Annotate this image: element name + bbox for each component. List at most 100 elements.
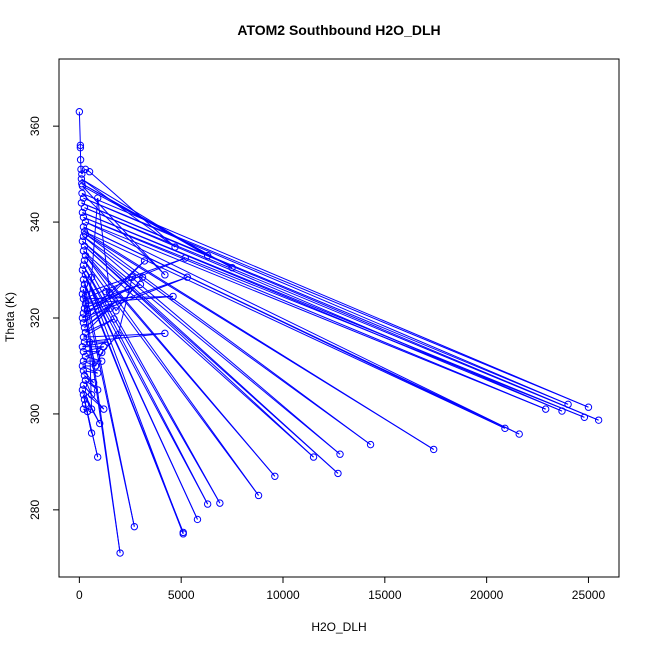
data-point bbox=[501, 424, 509, 433]
data-point bbox=[79, 232, 88, 241]
series-segment bbox=[82, 257, 186, 295]
data-point bbox=[93, 386, 102, 394]
series-points bbox=[75, 108, 603, 557]
series-segment bbox=[78, 111, 81, 146]
y-tick-label: 280 bbox=[28, 500, 42, 520]
data-point bbox=[515, 430, 523, 438]
data-point bbox=[79, 295, 88, 303]
data-point bbox=[580, 413, 589, 421]
series-segment bbox=[84, 404, 99, 458]
data-point bbox=[87, 391, 96, 399]
data-point bbox=[89, 379, 98, 387]
data-point bbox=[309, 453, 318, 461]
data-point bbox=[138, 273, 147, 281]
series-segment bbox=[85, 233, 371, 446]
data-point bbox=[79, 347, 88, 356]
data-point bbox=[87, 405, 96, 413]
y-tick-label: 300 bbox=[28, 404, 42, 424]
series-segment bbox=[84, 260, 259, 496]
data-point bbox=[79, 261, 88, 269]
x-tick-label: 15000 bbox=[368, 588, 402, 602]
data-point bbox=[128, 273, 137, 281]
data-point bbox=[80, 203, 89, 212]
data-point bbox=[584, 403, 593, 411]
series-lines bbox=[78, 111, 599, 554]
data-point bbox=[81, 251, 90, 260]
data-point bbox=[114, 331, 122, 339]
data-point bbox=[106, 288, 114, 297]
series-segment bbox=[84, 332, 165, 343]
data-point bbox=[91, 362, 100, 370]
data-point bbox=[203, 500, 212, 508]
data-point bbox=[85, 168, 94, 176]
x-tick-label: 20000 bbox=[470, 588, 504, 602]
series-segment bbox=[85, 221, 546, 410]
y-axis: 280 300 320 340 360 bbox=[28, 116, 60, 520]
data-point bbox=[79, 405, 88, 413]
data-point bbox=[79, 194, 88, 202]
data-point bbox=[541, 405, 550, 413]
data-point bbox=[80, 256, 89, 265]
series-segment bbox=[84, 308, 111, 328]
x-tick-label: 25000 bbox=[572, 588, 606, 602]
data-point bbox=[76, 144, 85, 152]
series-segment bbox=[84, 207, 563, 412]
data-point bbox=[78, 189, 86, 197]
series-segment bbox=[83, 197, 589, 408]
data-point bbox=[80, 338, 89, 346]
series-segment bbox=[81, 293, 121, 554]
data-point bbox=[564, 400, 572, 409]
data-point bbox=[81, 328, 90, 337]
y-tick-label: 360 bbox=[28, 116, 42, 136]
series-segment bbox=[83, 332, 165, 338]
x-axis-label: H2O_DLH bbox=[311, 620, 366, 634]
data-point bbox=[79, 285, 88, 293]
data-point bbox=[81, 299, 90, 308]
series-segment bbox=[81, 202, 599, 421]
series-segment bbox=[83, 288, 129, 314]
data-point bbox=[79, 309, 88, 317]
data-point bbox=[93, 453, 102, 461]
data-point bbox=[87, 273, 96, 281]
data-point bbox=[75, 108, 84, 116]
series-segment bbox=[82, 185, 233, 269]
series-segment bbox=[85, 380, 93, 395]
data-point bbox=[79, 223, 88, 231]
y-tick-label: 320 bbox=[28, 308, 42, 328]
data-point bbox=[78, 237, 87, 245]
data-point bbox=[79, 357, 88, 365]
series-segment bbox=[83, 276, 188, 314]
data-point bbox=[594, 416, 603, 424]
series-segment bbox=[82, 341, 108, 348]
data-point bbox=[183, 273, 191, 281]
data-point bbox=[124, 285, 132, 293]
series-segment bbox=[82, 212, 585, 418]
data-point bbox=[80, 323, 89, 332]
series-segment bbox=[82, 240, 341, 455]
series-segment bbox=[82, 265, 209, 505]
data-point bbox=[130, 522, 139, 531]
data-point bbox=[161, 271, 169, 279]
data-point bbox=[77, 165, 85, 174]
data-point bbox=[85, 338, 94, 346]
series-segment bbox=[84, 207, 599, 421]
series-segment bbox=[83, 250, 314, 458]
data-point bbox=[80, 280, 89, 289]
data-point bbox=[110, 315, 118, 323]
data-point bbox=[93, 194, 102, 202]
series-segment bbox=[85, 233, 434, 450]
data-point bbox=[83, 307, 92, 315]
data-point bbox=[334, 469, 342, 478]
data-point bbox=[228, 263, 236, 272]
data-point bbox=[100, 405, 108, 413]
y-tick-label: 340 bbox=[28, 212, 42, 232]
series-segment bbox=[80, 169, 83, 175]
series-segment bbox=[83, 284, 184, 533]
data-point bbox=[76, 156, 85, 164]
data-point bbox=[76, 141, 85, 150]
data-point bbox=[81, 271, 90, 279]
series-segment bbox=[84, 288, 129, 309]
data-point bbox=[78, 182, 87, 190]
series-segment bbox=[83, 260, 145, 324]
x-tick-label: 5000 bbox=[168, 588, 195, 602]
